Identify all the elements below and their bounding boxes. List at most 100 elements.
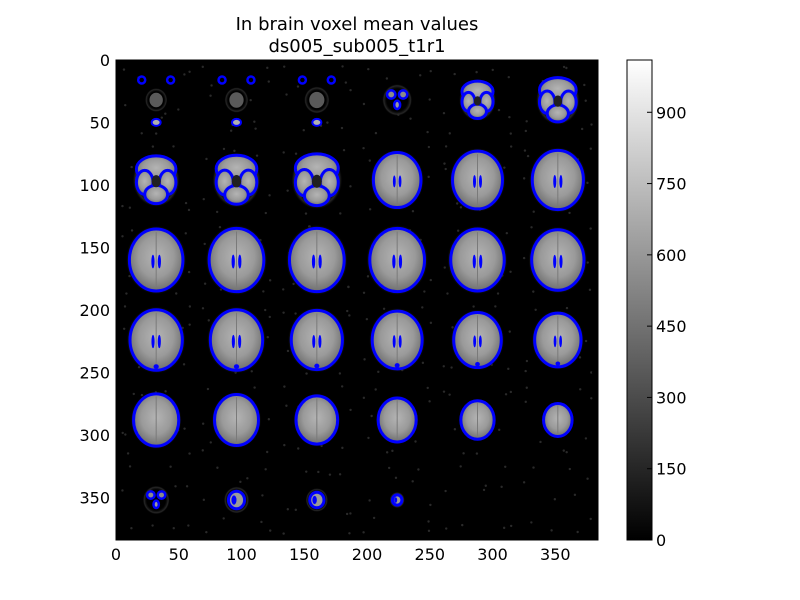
noise-speck (302, 129, 305, 132)
brain-slice (121, 145, 191, 212)
noise-speck (362, 102, 366, 106)
ventricle-mask (151, 254, 155, 269)
brain-slice (201, 386, 271, 454)
noise-speck (562, 65, 566, 69)
noise-speck (505, 231, 509, 235)
noise-speck (588, 288, 592, 292)
noise-speck (201, 65, 204, 69)
noise-speck (305, 470, 308, 473)
noise-speck (172, 145, 175, 148)
ventricle-mask (318, 254, 322, 269)
ventricle-mask (478, 335, 482, 348)
noise-speck (304, 212, 308, 215)
noise-speck (426, 130, 429, 134)
noise-speck (122, 68, 126, 71)
mask-blob (394, 497, 398, 503)
noise-speck (444, 167, 447, 171)
brain-slice (122, 68, 191, 135)
noise-speck (282, 288, 285, 291)
noise-speck (462, 452, 465, 455)
noise-speck (264, 308, 267, 312)
y-axis: 0 50 100 150 200 250 300 350 (79, 51, 598, 508)
colorbar-tick-label: 450 (656, 317, 687, 336)
midbrain-gap (231, 175, 242, 188)
noise-speck (365, 317, 369, 321)
noise-speck (446, 292, 449, 295)
noise-speck (255, 154, 259, 157)
noise-speck (286, 508, 290, 511)
noise-speck (368, 499, 371, 502)
noise-speck (525, 359, 529, 363)
noise-speck (421, 361, 425, 365)
brain-mask-outline (545, 103, 570, 124)
noise-speck (183, 427, 186, 430)
noise-speck (550, 529, 553, 532)
noise-speck (573, 493, 577, 497)
ventricle-mask (231, 254, 235, 269)
noise-speck (130, 229, 134, 232)
ventricle-mask (398, 335, 402, 348)
noise-speck (172, 526, 175, 530)
brain-tissue (229, 92, 244, 108)
noise-speck (411, 209, 415, 213)
noise-speck (121, 431, 124, 435)
noise-speck (174, 485, 177, 488)
noise-speck (586, 181, 589, 185)
noise-speck (374, 131, 378, 135)
brain-slice (201, 65, 270, 132)
midbrain-gap (473, 96, 482, 106)
noise-speck (534, 308, 537, 311)
ventricle-mask (392, 254, 396, 269)
noise-speck (429, 321, 433, 325)
noise-speck (509, 145, 513, 148)
noise-speck (367, 436, 370, 440)
noise-speck (207, 319, 210, 322)
noise-speck (282, 151, 285, 154)
brain-slice (121, 465, 190, 530)
noise-speck (121, 204, 124, 208)
noise-speck (419, 74, 422, 77)
noise-speck (526, 154, 530, 158)
mask-blob (145, 490, 156, 501)
noise-speck (341, 65, 344, 68)
noise-speck (367, 67, 370, 71)
brain-slice (362, 145, 431, 213)
mask-blob (326, 75, 337, 85)
mask-blob (314, 363, 320, 369)
noise-speck (568, 211, 571, 215)
noise-speck (523, 149, 527, 152)
noise-speck (169, 465, 172, 468)
ventricle-mask (559, 254, 563, 269)
brain-slice (442, 68, 512, 135)
noise-speck (285, 93, 288, 96)
ventricle-mask (473, 175, 477, 188)
noise-speck (590, 123, 593, 126)
noise-speck (362, 291, 366, 294)
noise-speck (264, 211, 268, 215)
noise-speck (475, 70, 478, 74)
noise-speck (125, 292, 128, 295)
noise-speck (372, 516, 376, 520)
noise-speck (496, 292, 500, 295)
ventricle-mask (392, 175, 396, 188)
noise-speck (387, 466, 391, 470)
noise-speck (500, 485, 503, 489)
noise-speck (522, 256, 526, 260)
noise-speck (140, 393, 144, 397)
x-tick-label: 300 (477, 545, 508, 564)
noise-speck (453, 72, 456, 76)
noise-speck (429, 503, 432, 507)
noise-speck (341, 446, 344, 450)
noise-speck (326, 121, 329, 124)
noise-speck (164, 112, 167, 115)
noise-speck (132, 392, 135, 396)
noise-speck (509, 524, 513, 528)
noise-speck (362, 396, 366, 400)
noise-speck (187, 524, 190, 527)
brain-slice (283, 65, 352, 132)
ventricle-mask (559, 174, 563, 188)
midbrain-gap (311, 174, 322, 188)
noise-speck (472, 305, 475, 308)
mask-blob (231, 495, 237, 505)
